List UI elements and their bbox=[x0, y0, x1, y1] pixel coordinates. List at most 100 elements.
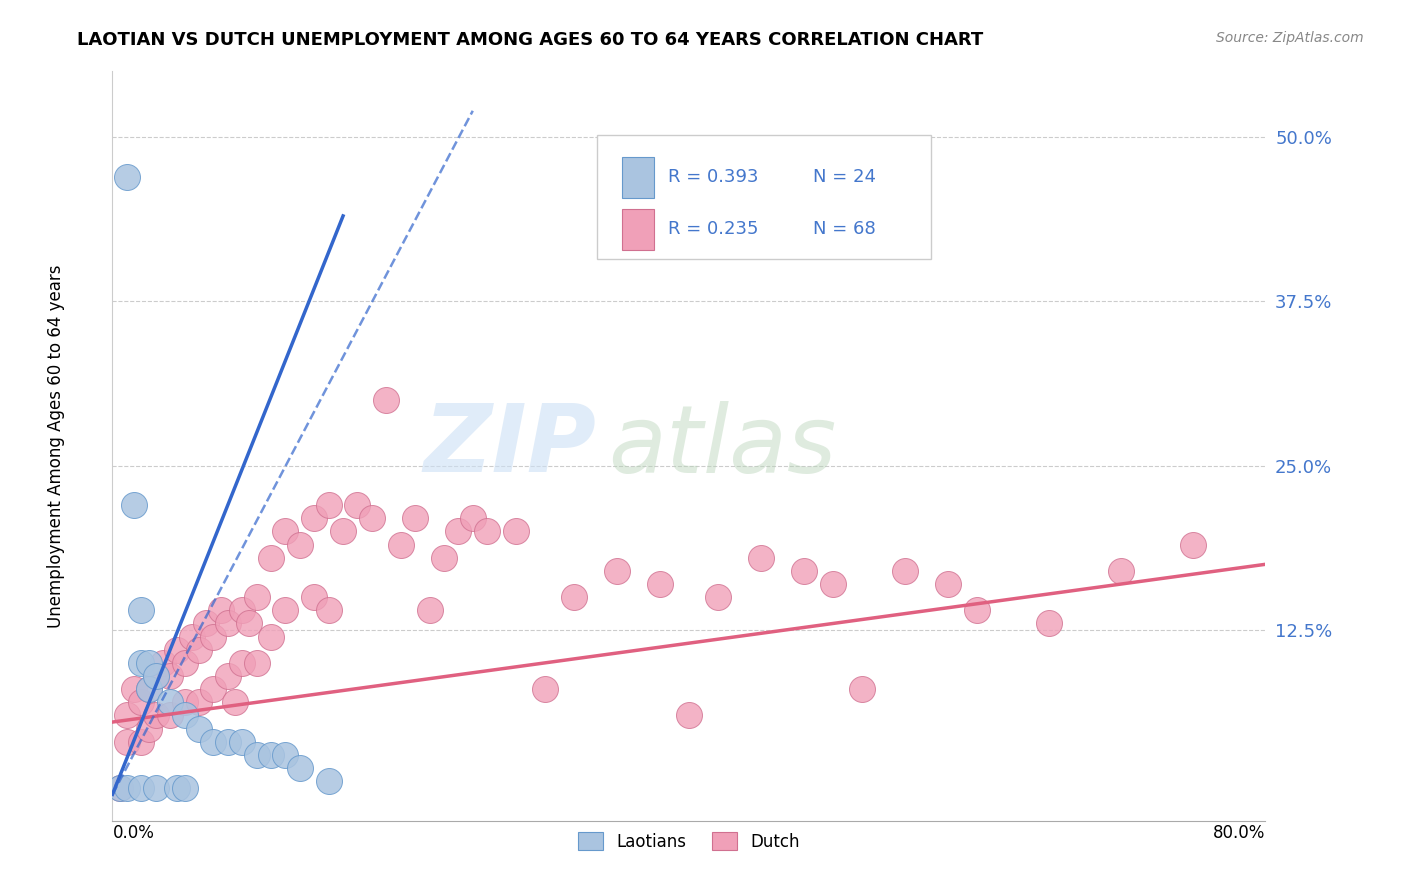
Point bbox=[138, 682, 160, 697]
Point bbox=[129, 695, 153, 709]
Point bbox=[562, 590, 585, 604]
Point bbox=[138, 682, 160, 697]
Text: R = 0.235: R = 0.235 bbox=[668, 220, 759, 238]
Point bbox=[138, 722, 160, 736]
Point bbox=[166, 780, 188, 795]
Point bbox=[188, 695, 211, 709]
Point bbox=[749, 550, 772, 565]
Point bbox=[173, 695, 195, 709]
Point bbox=[389, 538, 412, 552]
Text: atlas: atlas bbox=[609, 401, 837, 491]
Text: N = 24: N = 24 bbox=[814, 169, 876, 186]
Point bbox=[433, 550, 456, 565]
Point bbox=[246, 747, 269, 762]
Point bbox=[173, 656, 195, 670]
Point bbox=[821, 577, 844, 591]
Point bbox=[188, 722, 211, 736]
Legend: Laotians, Dutch: Laotians, Dutch bbox=[572, 826, 806, 857]
Point bbox=[231, 603, 253, 617]
Point bbox=[260, 630, 283, 644]
Point bbox=[678, 708, 700, 723]
Point bbox=[304, 511, 326, 525]
Point bbox=[159, 669, 181, 683]
Point bbox=[650, 577, 672, 591]
Point bbox=[115, 735, 138, 749]
Point bbox=[360, 511, 382, 525]
Text: N = 68: N = 68 bbox=[814, 220, 876, 238]
Point bbox=[231, 656, 253, 670]
Point bbox=[173, 708, 195, 723]
Point bbox=[129, 656, 153, 670]
Point bbox=[260, 747, 283, 762]
Point bbox=[274, 747, 297, 762]
Point bbox=[318, 498, 340, 512]
Point bbox=[346, 498, 368, 512]
Point bbox=[332, 524, 354, 539]
Text: 0.0%: 0.0% bbox=[112, 824, 155, 842]
Point bbox=[138, 656, 160, 670]
Point bbox=[115, 708, 138, 723]
Point bbox=[129, 735, 153, 749]
Point bbox=[166, 642, 188, 657]
Point bbox=[209, 603, 232, 617]
Text: Source: ZipAtlas.com: Source: ZipAtlas.com bbox=[1216, 31, 1364, 45]
Point bbox=[202, 630, 225, 644]
Point bbox=[122, 498, 145, 512]
Point bbox=[1038, 616, 1060, 631]
Point bbox=[447, 524, 470, 539]
Point bbox=[217, 616, 239, 631]
Text: Unemployment Among Ages 60 to 64 years: Unemployment Among Ages 60 to 64 years bbox=[48, 264, 65, 628]
Point bbox=[145, 669, 167, 683]
Point bbox=[108, 780, 131, 795]
Point bbox=[1111, 564, 1133, 578]
Point bbox=[180, 630, 202, 644]
Point bbox=[122, 682, 145, 697]
Point bbox=[145, 708, 167, 723]
Point bbox=[115, 780, 138, 795]
Point bbox=[173, 780, 195, 795]
Point bbox=[505, 524, 527, 539]
Point bbox=[202, 682, 225, 697]
Point bbox=[152, 656, 174, 670]
Point bbox=[851, 682, 873, 697]
Point bbox=[145, 780, 167, 795]
Text: LAOTIAN VS DUTCH UNEMPLOYMENT AMONG AGES 60 TO 64 YEARS CORRELATION CHART: LAOTIAN VS DUTCH UNEMPLOYMENT AMONG AGES… bbox=[77, 31, 984, 49]
Point bbox=[404, 511, 426, 525]
Point bbox=[793, 564, 815, 578]
Point bbox=[419, 603, 441, 617]
Point bbox=[159, 695, 181, 709]
Point bbox=[318, 774, 340, 789]
Point bbox=[231, 735, 253, 749]
Point bbox=[108, 780, 131, 795]
Point bbox=[936, 577, 959, 591]
Point bbox=[246, 590, 269, 604]
Point bbox=[894, 564, 917, 578]
Point bbox=[966, 603, 988, 617]
Text: R = 0.393: R = 0.393 bbox=[668, 169, 759, 186]
Point bbox=[260, 550, 283, 565]
Point bbox=[145, 669, 167, 683]
Point bbox=[375, 392, 398, 407]
Point bbox=[202, 735, 225, 749]
Point bbox=[217, 669, 239, 683]
Point bbox=[246, 656, 269, 670]
Bar bbox=[621, 157, 654, 198]
Text: 80.0%: 80.0% bbox=[1213, 824, 1265, 842]
Point bbox=[318, 603, 340, 617]
Point bbox=[288, 761, 311, 775]
Point bbox=[475, 524, 499, 539]
Point bbox=[461, 511, 484, 525]
Point bbox=[188, 642, 211, 657]
Point bbox=[238, 616, 260, 631]
Point bbox=[1182, 538, 1205, 552]
Point bbox=[129, 780, 153, 795]
Point bbox=[129, 603, 153, 617]
Bar bbox=[621, 209, 654, 250]
Point bbox=[288, 538, 311, 552]
Text: ZIP: ZIP bbox=[423, 400, 596, 492]
Point bbox=[534, 682, 557, 697]
Point bbox=[115, 169, 138, 184]
Point bbox=[304, 590, 326, 604]
Point bbox=[606, 564, 628, 578]
Point bbox=[274, 524, 297, 539]
